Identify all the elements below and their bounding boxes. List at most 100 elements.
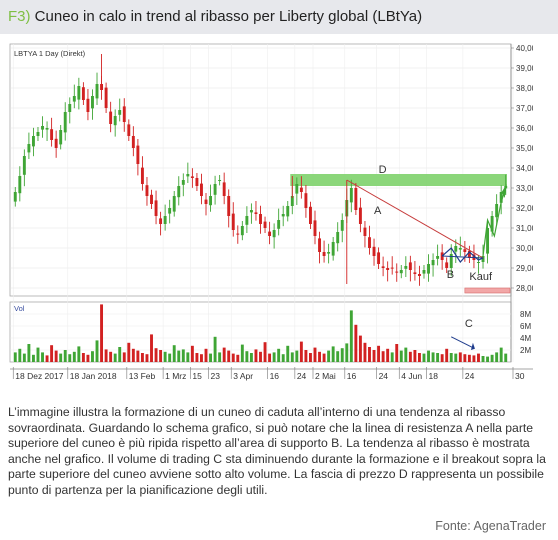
candle-body (318, 238, 321, 252)
candle-body (77, 86, 81, 100)
candle-body (145, 185, 149, 196)
volume-bar (495, 352, 499, 362)
x-tick-label: 18 Jan 2018 (70, 371, 117, 381)
volume-bar (63, 350, 67, 362)
forecast-line (482, 187, 507, 257)
candle-body (272, 230, 276, 238)
x-tick-label: 24 (297, 371, 307, 381)
candle-body (454, 246, 458, 252)
candle-body (299, 187, 303, 192)
caption-text: L’immagine illustra la formazione di un … (8, 405, 546, 497)
volume-bar (336, 351, 340, 362)
candle-body (295, 184, 299, 194)
candle-body (363, 227, 367, 236)
candle-body (218, 180, 222, 181)
figure-title-text: Cuneo in calo in trend al ribasso per Li… (34, 8, 423, 25)
volume-bar (345, 343, 349, 362)
candle-body (349, 188, 353, 203)
volume-bar (204, 348, 208, 362)
candle-body (227, 196, 231, 216)
candle-body (222, 182, 226, 196)
candle-body (54, 138, 58, 148)
price-tick-label: 39,00 (516, 64, 533, 73)
candle-body (140, 167, 144, 184)
candle-body (309, 206, 312, 224)
volume-bar (104, 349, 108, 362)
candle-body (399, 270, 403, 274)
candle-body (322, 252, 326, 256)
volume-bar (390, 352, 394, 362)
volume-bar (313, 347, 317, 362)
volume-bar (499, 347, 503, 362)
candle-body (27, 144, 31, 153)
candle-body (281, 214, 285, 217)
volume-bar (422, 353, 426, 362)
candle-body (395, 271, 399, 273)
candle-body (486, 228, 490, 254)
candle-body (445, 262, 449, 268)
x-tick-label: 4 Jun (401, 371, 422, 381)
volume-bar (318, 351, 321, 362)
candle-body (154, 200, 158, 216)
volume-bar (254, 349, 258, 362)
volume-bar (122, 352, 126, 362)
volume-bar (309, 353, 312, 362)
candle-body (13, 192, 17, 202)
volume-bar (504, 353, 508, 362)
x-tick-label: 3 Apr (233, 371, 253, 381)
candle-body (377, 252, 381, 264)
candle-body (81, 87, 85, 100)
volume-bar (109, 351, 113, 362)
volume-bar (259, 351, 262, 362)
candle-body (136, 145, 140, 164)
volume-bar (349, 310, 353, 362)
candle-body (427, 264, 430, 274)
candle-body (390, 267, 394, 269)
x-tick-label: 2 Mai (315, 371, 336, 381)
volume-bar (340, 348, 344, 362)
candle-body (18, 176, 22, 194)
volume-trend-arrowhead (470, 342, 475, 350)
price-tick-label: 34,00 (516, 164, 533, 173)
price-tick-label: 35,00 (516, 144, 533, 153)
price-tick-label: 29,00 (516, 264, 533, 273)
price-tick-label: 33,00 (516, 184, 533, 193)
instrument-label: LBTYA 1 Day (Direkt) (14, 49, 86, 58)
volume-bar (22, 353, 26, 362)
candle-body (495, 204, 499, 218)
volume-bar (263, 342, 267, 362)
volume-bar (181, 349, 185, 362)
candle-body (31, 136, 35, 147)
candle-body (109, 111, 113, 124)
volume-label: Vol (14, 304, 25, 313)
volume-bar (186, 352, 190, 362)
candle-body (91, 96, 94, 109)
price-tick-label: 32,00 (516, 204, 533, 213)
candle-body (290, 196, 294, 206)
volume-bar (68, 354, 72, 362)
volume-bar (240, 344, 244, 362)
volume-bar (213, 336, 217, 362)
figure-tag: F3) (8, 8, 31, 25)
candle-body (236, 233, 240, 235)
profit-band-d (290, 174, 507, 186)
source-credit: Fonte: AgenaTrader (435, 519, 546, 533)
volume-bar (454, 353, 458, 362)
candle-body (372, 246, 376, 256)
volume-bar (381, 351, 385, 362)
candle-body (118, 110, 122, 115)
volume-bar (440, 354, 444, 362)
x-tick-label: 1 Mrz (165, 371, 186, 381)
volume-bar (327, 350, 331, 362)
forecast-arrowhead (501, 184, 507, 198)
price-tick-label: 28,00 (516, 284, 533, 293)
candle-body (150, 194, 153, 204)
candle-body (467, 250, 471, 258)
candle-body (277, 220, 281, 229)
price-tick-label: 40,00 (516, 44, 533, 53)
volume-bar (363, 342, 367, 362)
price-tick-label: 37,00 (516, 104, 533, 113)
candle-body (200, 183, 203, 196)
band-label-d: D (379, 164, 387, 176)
volume-bar (245, 351, 249, 362)
